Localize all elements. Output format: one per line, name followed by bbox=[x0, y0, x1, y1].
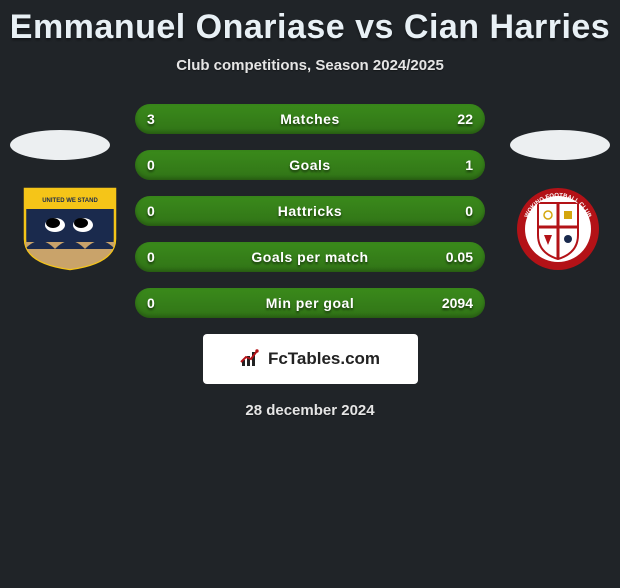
stat-row-mpg: 0 Min per goal 2094 bbox=[135, 288, 485, 318]
stat-left-goals: 0 bbox=[147, 157, 155, 173]
stat-label-mpg: Min per goal bbox=[266, 295, 354, 311]
date-text: 28 december 2024 bbox=[0, 402, 620, 419]
stat-right-hattricks: 0 bbox=[465, 203, 473, 219]
page-title: Emmanuel Onariase vs Cian Harries bbox=[0, 8, 620, 47]
stats-list: 3 Matches 22 0 Goals 1 0 Hattricks 0 0 G… bbox=[135, 104, 485, 318]
stat-left-hattricks: 0 bbox=[147, 203, 155, 219]
player-photo-left bbox=[10, 130, 110, 160]
svg-text:UNITED WE STAND: UNITED WE STAND bbox=[42, 198, 98, 204]
stat-row-hattricks: 0 Hattricks 0 bbox=[135, 196, 485, 226]
stat-row-goals: 0 Goals 1 bbox=[135, 150, 485, 180]
stat-left-matches: 3 bbox=[147, 111, 155, 127]
branding-text: FcTables.com bbox=[268, 349, 380, 369]
stat-label-gpm: Goals per match bbox=[251, 249, 368, 265]
club-crest-right: WOKING FOOTBALL CLUB bbox=[516, 187, 600, 271]
stat-row-gpm: 0 Goals per match 0.05 bbox=[135, 242, 485, 272]
bar-chart-icon bbox=[240, 348, 262, 370]
stat-label-goals: Goals bbox=[289, 157, 330, 173]
stat-right-mpg: 2094 bbox=[442, 295, 473, 311]
stat-right-gpm: 0.05 bbox=[446, 249, 473, 265]
stat-right-goals: 1 bbox=[465, 157, 473, 173]
stat-row-matches: 3 Matches 22 bbox=[135, 104, 485, 134]
stat-left-mpg: 0 bbox=[147, 295, 155, 311]
stat-left-gpm: 0 bbox=[147, 249, 155, 265]
stat-label-matches: Matches bbox=[280, 111, 340, 127]
player-photo-right bbox=[510, 130, 610, 160]
stat-label-hattricks: Hattricks bbox=[278, 203, 342, 219]
branding-box: FcTables.com bbox=[203, 334, 418, 384]
club-crest-left: UNITED WE STAND bbox=[20, 187, 120, 271]
stat-right-matches: 22 bbox=[457, 111, 473, 127]
subtitle: Club competitions, Season 2024/2025 bbox=[0, 57, 620, 74]
